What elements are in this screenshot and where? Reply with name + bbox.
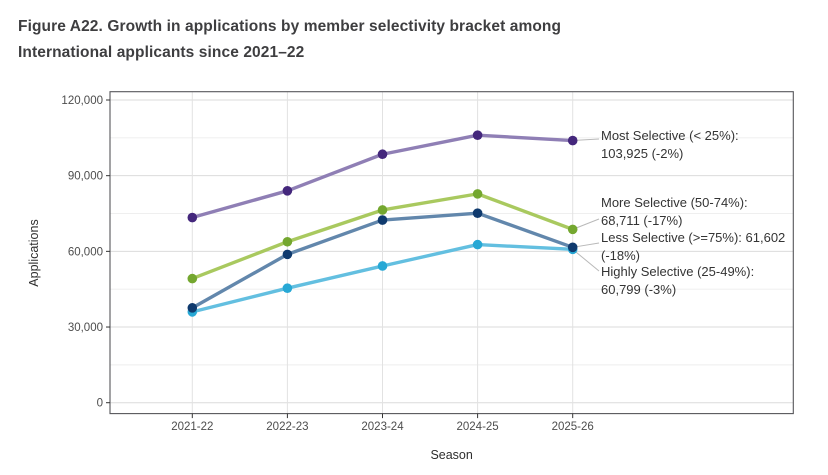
leader-line-highly-selective-25-49 [572, 248, 600, 272]
data-point-more-selective-50-74-2022-23 [282, 236, 293, 247]
data-point-more-selective-50-74-2021-22 [187, 273, 198, 284]
data-point-most-selective-25-2024-25 [472, 130, 483, 140]
figure-title-line1: Figure A22. Growth in applications by me… [18, 18, 562, 35]
data-point-less-selective-75-2022-23 [282, 249, 293, 260]
data-point-more-selective-50-74-2025-26 [567, 224, 578, 235]
annotation-most-selective: Most Selective (< 25%): 103,925 (-2%) [601, 127, 739, 162]
annotation-highly-selective-line1: Highly Selective (25-49%): [601, 264, 755, 279]
y-tick-label: 0 [97, 398, 103, 410]
annotation-highly-selective: Highly Selective (25-49%): 60,799 (-3%) [601, 263, 754, 298]
data-point-most-selective-25-2022-23 [282, 186, 293, 196]
x-tick-label: 2025-26 [552, 421, 594, 433]
x-tick-label: 2022-23 [266, 421, 308, 433]
annotation-more-selective-line1: More Selective (50-74%): [601, 195, 748, 210]
line-chart-canvas: 0 30,000 60,000 90,000 120,000 2021-22 2022-23… [27, 91, 794, 462]
figure-title-line2: International applicants since 2021–22 [18, 44, 305, 61]
panel-border [109, 91, 794, 415]
data-point-more-selective-50-74-2024-25 [472, 189, 483, 199]
data-point-highly-selective-25-49-2022-23 [282, 283, 293, 293]
annotation-less-selective: Less Selective (>=75%): 61,602 (-18%) [601, 229, 785, 264]
chart: 0 30,000 60,000 90,000 120,000 2021-22 2022-23… [0, 85, 828, 475]
y-tick-label: 60,000 [68, 246, 103, 258]
y-axis-title: Applications [27, 219, 41, 286]
data-point-less-selective-75-2024-25 [472, 208, 483, 218]
annotation-less-selective-line2: (-18%) [601, 247, 641, 263]
x-tick-label: 2023-24 [361, 421, 404, 433]
y-tick-label: 30,000 [68, 322, 103, 334]
data-point-most-selective-25-2021-22 [187, 212, 198, 223]
x-tick-label: 2024-25 [456, 421, 498, 433]
x-tick-label: 2021-22 [171, 421, 213, 433]
data-point-most-selective-25-2025-26 [567, 135, 578, 146]
data-point-most-selective-25-2023-24 [377, 149, 388, 160]
y-tick-label: 120,000 [61, 95, 103, 107]
annotation-more-selective-line2: 68,711 (-17%) [601, 212, 683, 228]
y-tick-label: 90,000 [68, 171, 103, 183]
data-point-less-selective-75-2023-24 [377, 215, 388, 225]
data-point-less-selective-75-2025-26 [567, 242, 578, 253]
annotation-most-selective-line1: Most Selective (< 25%): [601, 128, 739, 143]
x-axis-title: Season [430, 448, 472, 462]
annotation-more-selective: More Selective (50-74%): 68,711 (-17%) [601, 194, 748, 229]
plot-panel [110, 91, 794, 414]
annotation-less-selective-line1: Less Selective (>=75%): 61,602 [601, 230, 786, 245]
data-point-highly-selective-25-49-2023-24 [377, 261, 388, 271]
data-point-less-selective-75-2021-22 [187, 303, 198, 313]
annotation-highly-selective-line2: 60,799 (-3%) [601, 281, 677, 297]
figure-title: Figure A22. Growth in applications by me… [18, 14, 778, 66]
annotation-most-selective-line2: 103,925 (-2%) [601, 145, 684, 161]
data-point-highly-selective-25-49-2024-25 [472, 239, 483, 250]
data-point-more-selective-50-74-2023-24 [377, 205, 388, 215]
